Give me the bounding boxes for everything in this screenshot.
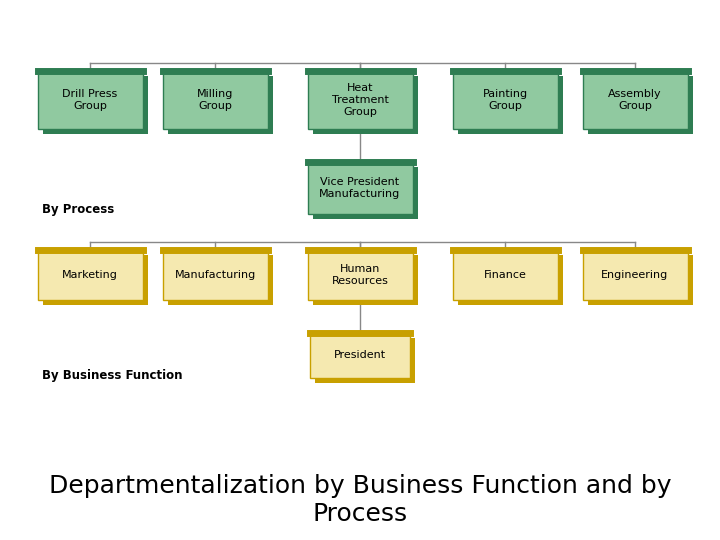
Text: Human
Resources: Human Resources — [332, 264, 388, 286]
Bar — [163, 250, 268, 300]
Text: Engineering: Engineering — [601, 270, 669, 280]
Text: Manufacturing: Manufacturing — [174, 270, 256, 280]
Bar — [37, 71, 143, 129]
Bar — [307, 71, 413, 129]
Bar — [307, 162, 413, 214]
Bar — [312, 255, 418, 305]
Text: Heat
Treatment
Group: Heat Treatment Group — [332, 83, 388, 117]
Bar — [307, 250, 413, 300]
Text: Painting
Group: Painting Group — [482, 89, 528, 111]
Text: By Process: By Process — [42, 204, 114, 217]
Text: Vice President
Manufacturing: Vice President Manufacturing — [320, 177, 400, 199]
Bar — [168, 76, 272, 134]
Text: President: President — [334, 350, 386, 360]
Text: By Business Function: By Business Function — [42, 368, 182, 381]
Bar — [588, 255, 693, 305]
Bar — [163, 71, 268, 129]
Bar — [452, 250, 557, 300]
Bar — [37, 250, 143, 300]
Text: Departmentalization by Business Function and by
Process: Departmentalization by Business Function… — [49, 474, 671, 526]
Bar — [42, 76, 148, 134]
Bar — [312, 76, 418, 134]
Text: Drill Press
Group: Drill Press Group — [63, 89, 117, 111]
Bar — [457, 76, 562, 134]
Bar — [582, 71, 688, 129]
Bar — [582, 250, 688, 300]
Text: Marketing: Marketing — [62, 270, 118, 280]
Bar — [452, 71, 557, 129]
Bar — [315, 338, 415, 382]
Bar — [168, 255, 272, 305]
Bar — [42, 255, 148, 305]
Bar — [588, 76, 693, 134]
Bar — [310, 333, 410, 377]
Text: Milling
Group: Milling Group — [197, 89, 233, 111]
Bar — [312, 167, 418, 219]
Text: Finance: Finance — [484, 270, 526, 280]
Bar — [457, 255, 562, 305]
Text: Assembly
Group: Assembly Group — [608, 89, 662, 111]
